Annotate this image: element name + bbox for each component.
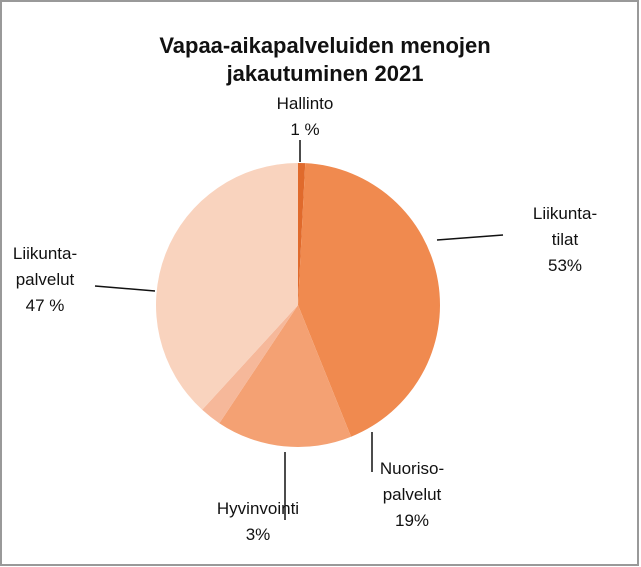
pie-slice: [298, 163, 440, 437]
slice-label: Liikunta-tilat 53%: [533, 204, 597, 275]
leader-line: [436, 234, 504, 241]
category-label-line: palvelut: [383, 485, 442, 504]
category-label: Hyvinvointi: [217, 499, 299, 518]
pie-slice: [219, 305, 352, 448]
slice-label: Liikunta-palvelut 47 %: [13, 244, 77, 315]
category-label: Liikunta-palvelut: [13, 244, 77, 289]
chart-title: jakautuminen 2021: [226, 61, 424, 86]
category-label-line: Liikunta-: [13, 244, 77, 263]
pie-slice: [156, 163, 298, 410]
category-label-line: tilat: [552, 230, 579, 249]
value-label: 1 %: [290, 120, 319, 139]
category-label-line: Hallinto: [277, 94, 334, 113]
category-label: Nuoriso-palvelut: [380, 459, 444, 504]
leader-line: [94, 285, 156, 292]
slice-label: Hyvinvointi 3%: [217, 499, 299, 544]
value-label: 47 %: [26, 296, 65, 315]
pie-slice: [298, 163, 306, 305]
category-label-line: Liikunta-: [533, 204, 597, 223]
value-label: 53%: [548, 256, 582, 275]
category-label-line: Hyvinvointi: [217, 499, 299, 518]
slice-label: Hallinto 1 %: [277, 94, 334, 139]
category-label: Hallinto: [277, 94, 334, 113]
value-label: 3%: [246, 525, 271, 544]
slice-label: Nuoriso-palvelut 19%: [380, 459, 444, 530]
category-label: Liikunta-tilat: [533, 204, 597, 249]
pie-slice: [202, 305, 298, 424]
category-label-line: palvelut: [16, 270, 75, 289]
chart-title: Vapaa-aikapalveluiden menojen: [159, 33, 490, 58]
category-label-line: Nuoriso-: [380, 459, 444, 478]
value-label: 19%: [395, 511, 429, 530]
